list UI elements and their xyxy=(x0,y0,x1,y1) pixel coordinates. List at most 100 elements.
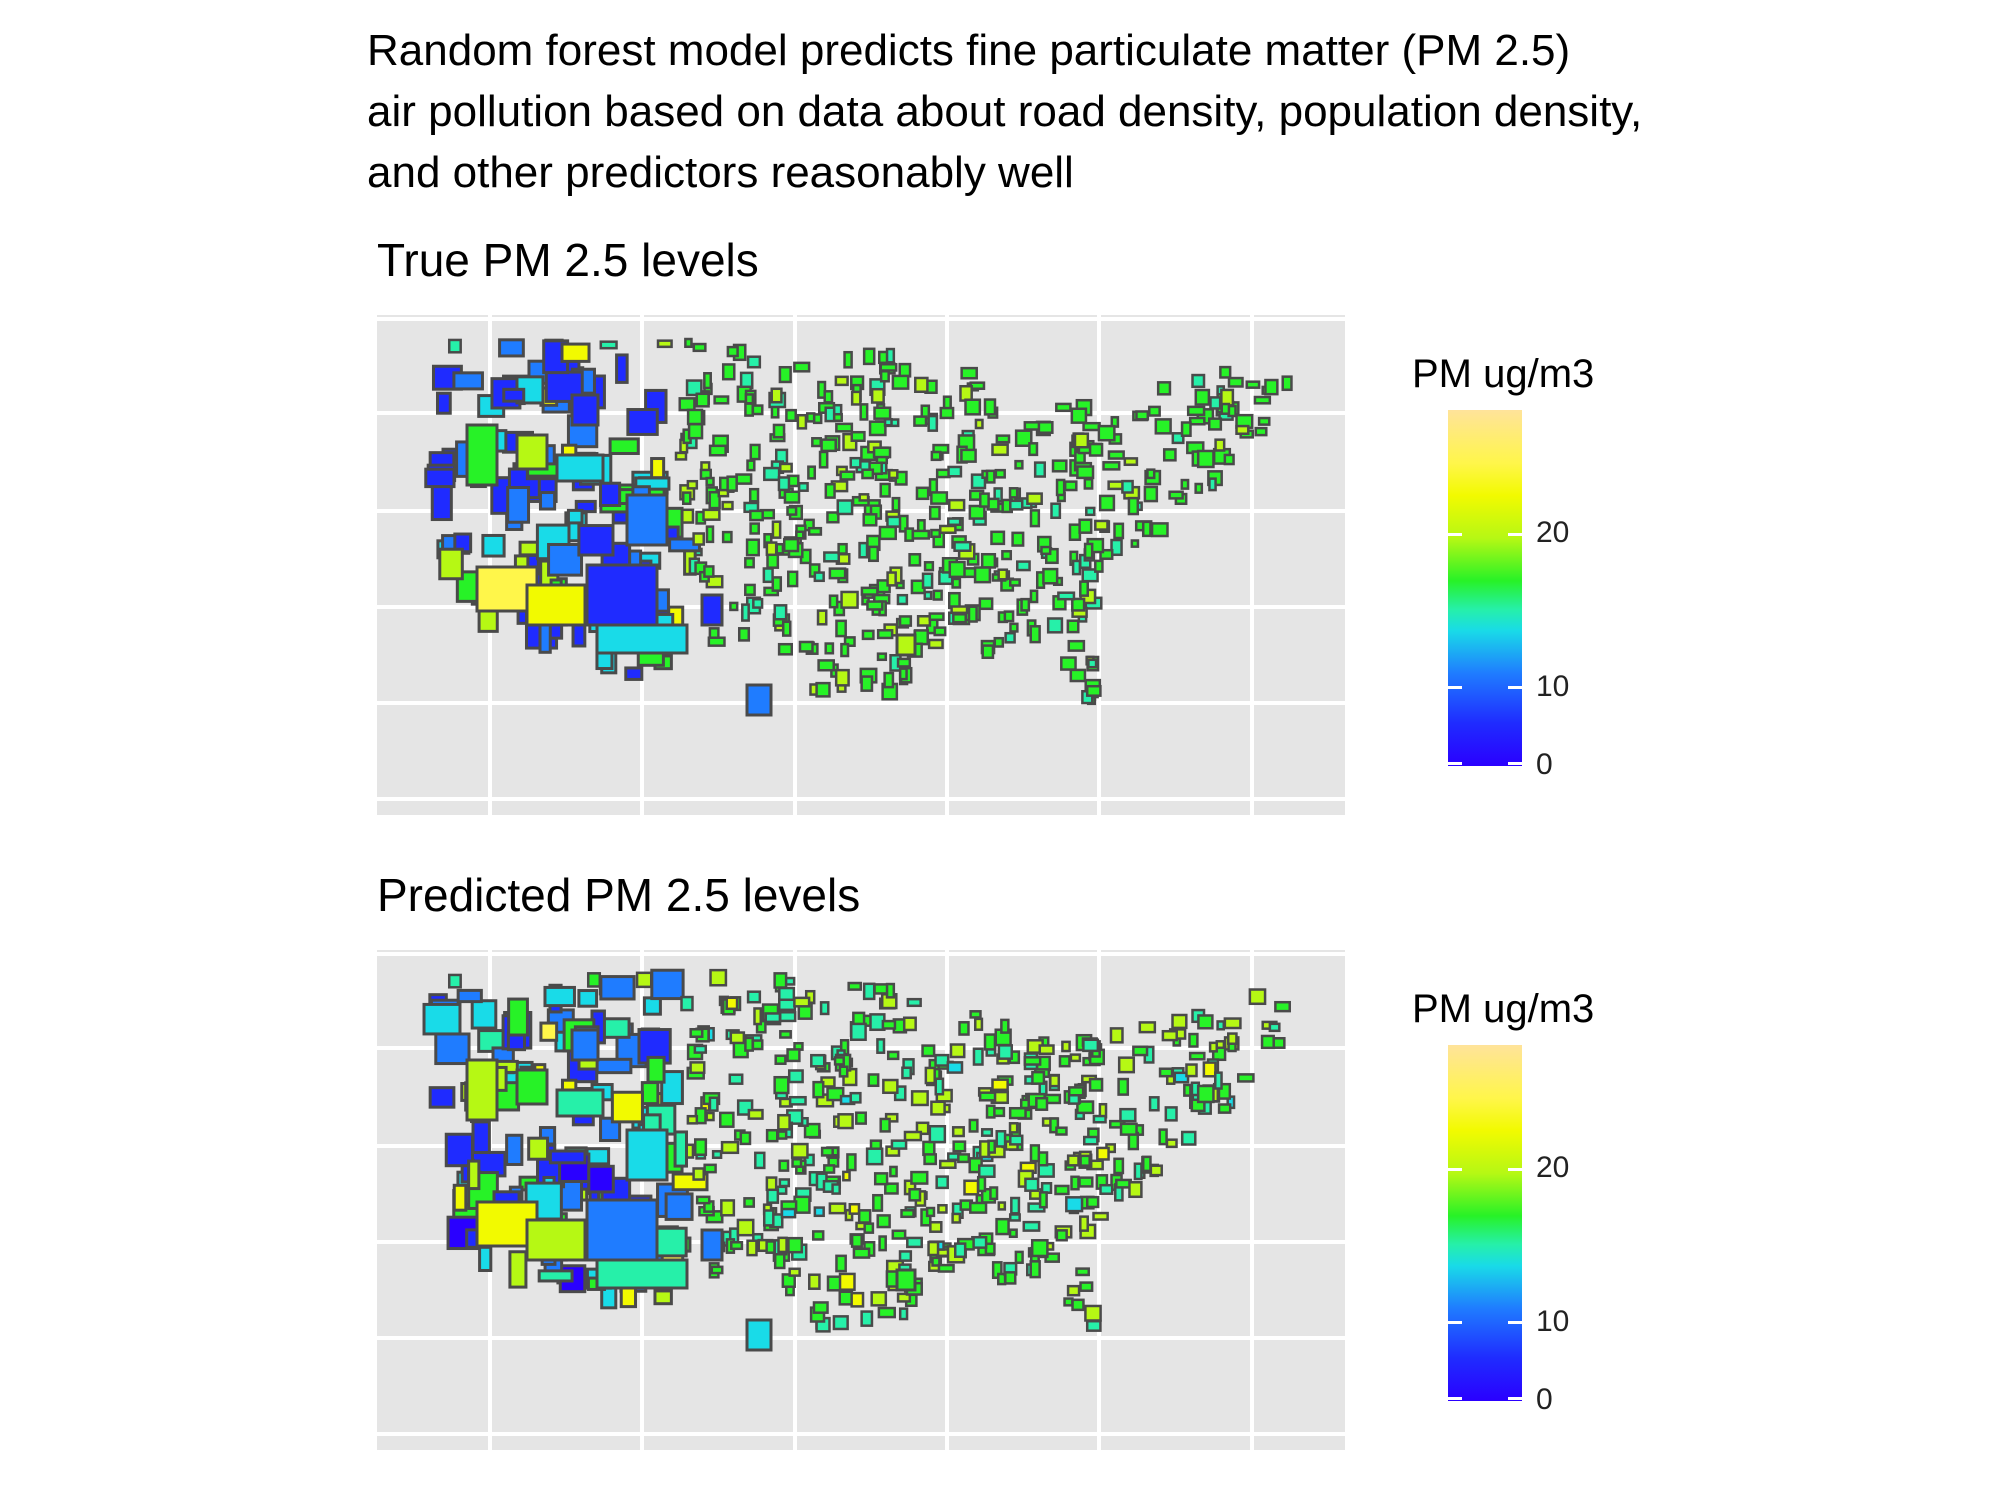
county-shape xyxy=(1069,1053,1082,1063)
county-shape xyxy=(428,1086,456,1109)
county-shape xyxy=(1085,684,1102,697)
county-shape xyxy=(891,1229,907,1240)
county-shape xyxy=(1004,631,1016,644)
county-shape xyxy=(835,422,854,433)
colorbar xyxy=(1448,410,1522,766)
county-shape xyxy=(1000,1018,1010,1034)
county-shape xyxy=(747,1108,764,1120)
county-shape xyxy=(826,511,840,524)
county-shape xyxy=(902,1016,917,1032)
county-shape xyxy=(969,1010,982,1019)
county-shape xyxy=(934,1077,945,1096)
county-shape xyxy=(858,493,870,502)
county-shape xyxy=(873,1172,889,1186)
county-shape xyxy=(1096,1146,1110,1161)
county-shape xyxy=(650,968,685,1001)
county-shape xyxy=(1158,1128,1168,1146)
county-shape xyxy=(777,476,791,492)
county-shape xyxy=(1087,658,1098,669)
county-shape xyxy=(788,1095,807,1106)
county-shape xyxy=(968,504,986,520)
county-shape xyxy=(595,1258,689,1290)
predicted-pm-map[interactable] xyxy=(377,950,1345,1450)
legend-title: PM ug/m3 xyxy=(1412,987,1595,1031)
county-shape xyxy=(873,406,892,420)
county-shape xyxy=(828,567,847,580)
county-shape xyxy=(744,1036,754,1052)
county-shape xyxy=(737,627,751,642)
county-shape xyxy=(983,398,997,416)
county-shape xyxy=(916,615,932,627)
county-shape xyxy=(863,1222,875,1234)
county-shape xyxy=(807,526,823,536)
county-shape xyxy=(1037,420,1054,434)
county-shape xyxy=(642,996,662,1016)
county-shape xyxy=(828,1202,847,1215)
main-title-line-3: and other predictors reasonably well xyxy=(367,148,1074,197)
county-shape xyxy=(1119,1107,1137,1123)
county-shape xyxy=(1236,1073,1255,1083)
county-shape xyxy=(555,1088,605,1118)
county-shape xyxy=(710,1265,724,1275)
county-shape xyxy=(846,1153,857,1172)
county-shape xyxy=(969,1201,988,1214)
county-shape xyxy=(1058,1055,1071,1068)
county-shape xyxy=(766,1188,780,1204)
county-shape xyxy=(1020,597,1031,612)
county-shape xyxy=(610,1090,644,1124)
county-shape xyxy=(847,981,863,991)
county-shape xyxy=(438,547,464,581)
county-shape xyxy=(921,1044,936,1058)
county-shape xyxy=(1073,432,1090,449)
county-shape xyxy=(1055,1126,1068,1136)
county-shape xyxy=(595,623,689,655)
legend-tick-10: 10 xyxy=(1536,1305,1570,1338)
county-shape xyxy=(752,597,764,609)
county-shape xyxy=(608,437,640,455)
main-title: Random forest model predicts fine partic… xyxy=(367,20,1967,203)
county-shape xyxy=(687,422,704,440)
county-shape xyxy=(1214,438,1226,452)
county-shape xyxy=(775,542,785,555)
county-shape xyxy=(681,491,692,506)
county-shape xyxy=(913,629,929,646)
county-shape xyxy=(700,593,724,627)
county-shape xyxy=(537,1269,574,1283)
county-shape xyxy=(508,1250,528,1289)
county-shape xyxy=(1066,1284,1081,1297)
county-shape xyxy=(1008,578,1021,587)
county-shape xyxy=(924,1066,936,1085)
county-shape xyxy=(1076,465,1095,480)
county-shape xyxy=(807,465,817,480)
county-shape xyxy=(615,353,629,384)
county-shape xyxy=(852,1247,871,1259)
county-shape xyxy=(719,1111,735,1128)
county-shape xyxy=(823,551,841,563)
county-shape xyxy=(879,1117,891,1133)
county-shape xyxy=(973,1017,984,1031)
county-shape xyxy=(1264,378,1279,396)
county-shape xyxy=(685,379,703,397)
county-shape xyxy=(745,683,773,717)
county-shape xyxy=(960,448,977,463)
county-shape xyxy=(599,481,622,507)
main-title-line-1: Random forest model predicts fine partic… xyxy=(367,26,1571,75)
county-shape xyxy=(527,1136,550,1161)
county-shape xyxy=(838,1065,849,1078)
colorbar-tick xyxy=(1508,762,1522,765)
county-shape xyxy=(678,397,696,412)
county-shape xyxy=(932,589,943,601)
county-shape xyxy=(978,1164,996,1178)
county-shape xyxy=(935,1175,949,1190)
true-pm-map[interactable] xyxy=(377,315,1345,815)
county-shape xyxy=(515,433,549,471)
colorbar-tick xyxy=(1448,1397,1462,1400)
county-shape xyxy=(1227,376,1244,388)
county-shape xyxy=(1123,457,1139,467)
county-shape xyxy=(778,1011,797,1023)
county-shape xyxy=(1040,545,1052,556)
county-shape xyxy=(1008,487,1019,499)
county-shape xyxy=(777,1236,788,1254)
county-shape xyxy=(911,529,930,540)
county-shape xyxy=(686,479,699,490)
